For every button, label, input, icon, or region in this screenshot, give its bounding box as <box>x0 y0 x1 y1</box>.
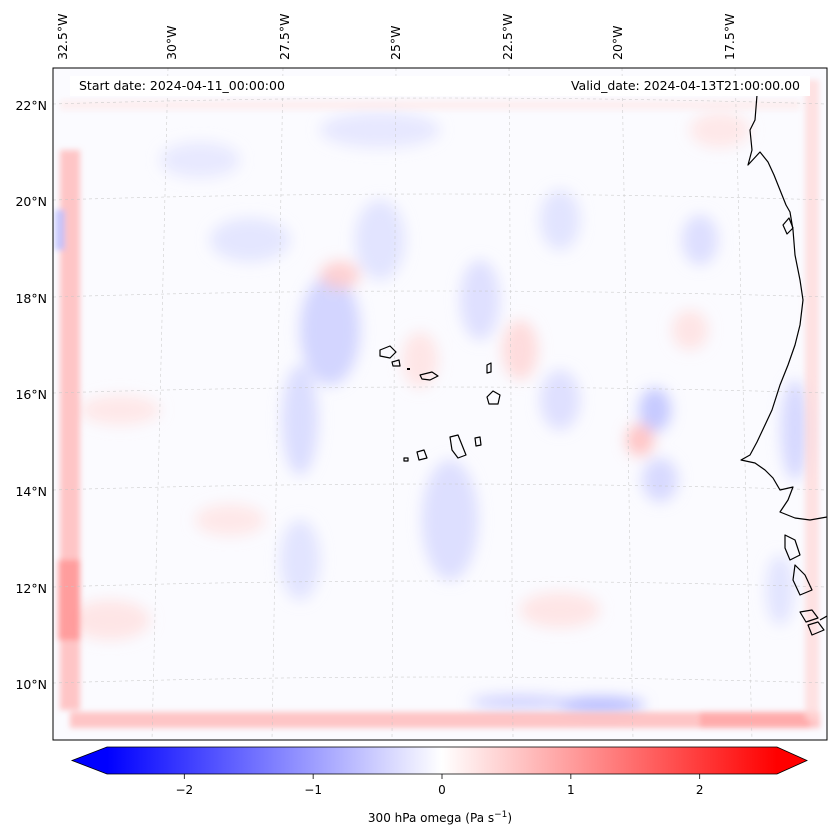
coastline <box>379 94 827 636</box>
lat-label-10n: 10°N <box>15 677 47 692</box>
lon-label-22-5w: 22.5°W <box>500 14 515 60</box>
lon-label-27-5w: 27.5°W <box>277 14 292 60</box>
colorbar-gradient <box>107 747 777 774</box>
island-brava <box>403 457 409 462</box>
lat-label-20n: 20°N <box>15 194 47 209</box>
colorbar-tick-label: 2 <box>696 783 704 797</box>
colorbar-label-superscript: −1 <box>494 810 507 820</box>
island-santo-antao <box>379 345 397 359</box>
colorbar-extend-min <box>72 747 107 774</box>
colorbar-label-text: 300 hPa omega (Pa s <box>368 811 494 825</box>
colorbar-label-close: ) <box>507 811 512 825</box>
lon-label-25w: 25°W <box>388 25 403 60</box>
island-fogo <box>416 449 428 461</box>
lat-label-14n: 14°N <box>15 484 47 499</box>
lat-label-12n: 12°N <box>15 581 47 596</box>
colorbar-tick-label: 1 <box>567 783 575 797</box>
header-strip <box>70 76 810 96</box>
gridlines <box>53 68 827 740</box>
map-frame <box>52 67 828 741</box>
island-maio <box>474 436 482 447</box>
latitude-labels: 22°N 20°N 18°N 16°N 14°N 12°N 10°N <box>15 98 47 692</box>
lon-label-20w: 20°W <box>610 25 625 60</box>
start-date-label: Start date: 2024-04-11_00:00:00 <box>79 78 285 93</box>
lon-label-32-5w: 32.5°W <box>55 14 70 60</box>
colorbar-tick-label: −1 <box>304 783 322 797</box>
island-sao-vicente <box>391 359 401 367</box>
colorbar-tick-label: 0 <box>438 783 446 797</box>
colorbar: −2 −1 0 1 2 300 hPa omega (Pa s−1) <box>70 746 808 825</box>
island-santiago <box>449 434 467 459</box>
map-background <box>53 68 827 740</box>
colorbar-tick-label: −2 <box>175 783 193 797</box>
colorbar-label: 300 hPa omega (Pa s−1) <box>368 810 512 825</box>
island-sal <box>486 362 492 374</box>
africa-coastline <box>740 94 827 521</box>
lat-label-16n: 16°N <box>15 387 47 402</box>
colorbar-ticks: −2 −1 0 1 2 <box>175 774 704 797</box>
lon-label-30w: 30°W <box>164 25 179 60</box>
lat-label-18n: 18°N <box>15 291 47 306</box>
island-sao-nicolau <box>419 371 439 381</box>
lon-label-17-5w: 17.5°W <box>722 14 737 60</box>
omega-field <box>70 112 809 713</box>
longitude-labels: 32.5°W 30°W 27.5°W 25°W 22.5°W 20°W 17.5… <box>55 14 737 60</box>
map-panel: Start date: 2024-04-11_00:00:00 Valid_da… <box>53 68 827 740</box>
island-boa-vista <box>486 390 501 405</box>
colorbar-outline <box>70 746 808 775</box>
lat-label-22n: 22°N <box>15 98 47 113</box>
colorbar-extend-max <box>777 747 807 774</box>
valid-date-label: Valid_date: 2024-04-13T21:00:00.00 <box>571 78 800 93</box>
